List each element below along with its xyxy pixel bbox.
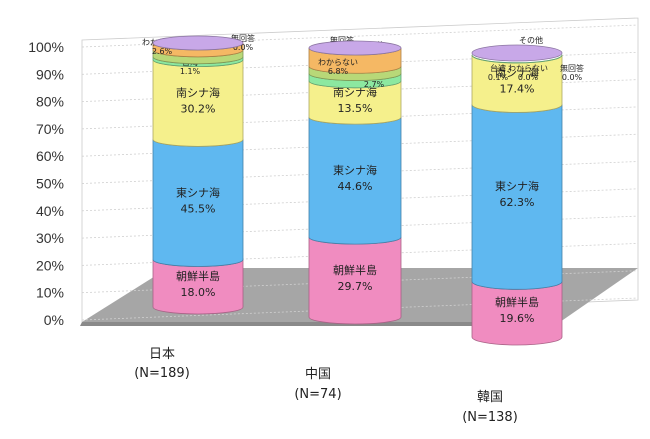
segment-name-label: 台湾 [490,63,506,73]
bar-segment [471,54,563,64]
segment-value-label: 18.0% [181,286,216,299]
segment-value-label: 17.4% [500,83,535,96]
category-name-label: 中国 [305,367,331,382]
category-n-label: (N=189) [134,366,190,381]
gridline [81,297,639,321]
segment-name-label: 東シナ海 [495,179,539,193]
segment-value-label: 0.0% [518,73,539,82]
y-axis-ticks: 0% 10% 20% 30% 40% 50% 60% 70% 80% 90% 100% [28,39,64,328]
segment-name-label: 南シナ海 [495,66,539,80]
segment-name-label: わからない [318,58,358,67]
y-tick-label: 40% [36,203,64,219]
segment-value-label: 2.7% [364,80,385,89]
segment-value-label: 45.5% [181,202,216,215]
segment-name-label: 無回答 [560,63,584,73]
y-tick-label: 100% [28,39,64,55]
y-tick-label: 30% [36,230,64,246]
segment-name-label: その他 [519,35,543,45]
y-tick-label: 20% [36,257,64,273]
y-tick-label: 50% [36,176,64,192]
segment-value-label: 2.6% [152,47,173,56]
segment-value-label: 13.5% [338,102,373,115]
segment-value-label: 30.2% [181,102,216,115]
bars: 朝鮮半島 18.0% 東シナ海 45.5% 南シナ海 30.2% 台湾 1.1% その他 2.6%… [142,33,584,346]
segment-name-label: 無回答 [330,35,354,45]
cylinder-top-cap [152,35,244,51]
segment-name-label: 朝鮮半島 [495,295,539,309]
category-n-label: (N=138) [462,410,518,425]
segment-value-label: 44.6% [338,180,373,193]
category-labels: 日本 (N=189) 中国 (N=74) 韓国 (N=138) [134,347,518,425]
y-tick-label: 60% [36,148,64,164]
category-n-label: (N=74) [294,387,341,402]
category-name-label: 日本 [149,347,175,362]
category-name-label: 韓国 [477,390,503,405]
segment-name-label: 南シナ海 [333,85,377,99]
y-tick-label: 10% [36,285,64,301]
segment-value-label: 1.1% [180,67,201,76]
segment-name-label: 南シナ海 [176,85,220,99]
segment-value-label: 0.1% [488,73,509,82]
segment-value-label: 6.8% [328,67,349,76]
segment-name-label: 朝鮮半島 [333,263,377,277]
y-tick-label: 70% [36,121,64,137]
segment-name-label: 無回答 [231,33,255,43]
cylinder-top-cap [308,40,402,56]
segment-name-label: 朝鮮半島 [176,269,220,283]
segment-name-label: わからない [508,64,548,73]
y-tick-label: 0% [44,312,64,328]
y-tick-label: 80% [36,94,64,110]
floor-edge [80,322,560,326]
segment-name-label: 東シナ海 [333,163,377,177]
segment-value-label: 0.0% [233,43,254,52]
segment-value-label: 62.3% [500,196,535,209]
segment-name-label: 東シナ海 [176,185,220,199]
segment-value-label: 29.7% [338,280,373,293]
segment-value-label: 0.0% [562,73,583,82]
cylinder-top-cap [471,44,563,62]
segment-value-label: 19.6% [500,312,535,325]
y-tick-label: 90% [36,66,64,82]
